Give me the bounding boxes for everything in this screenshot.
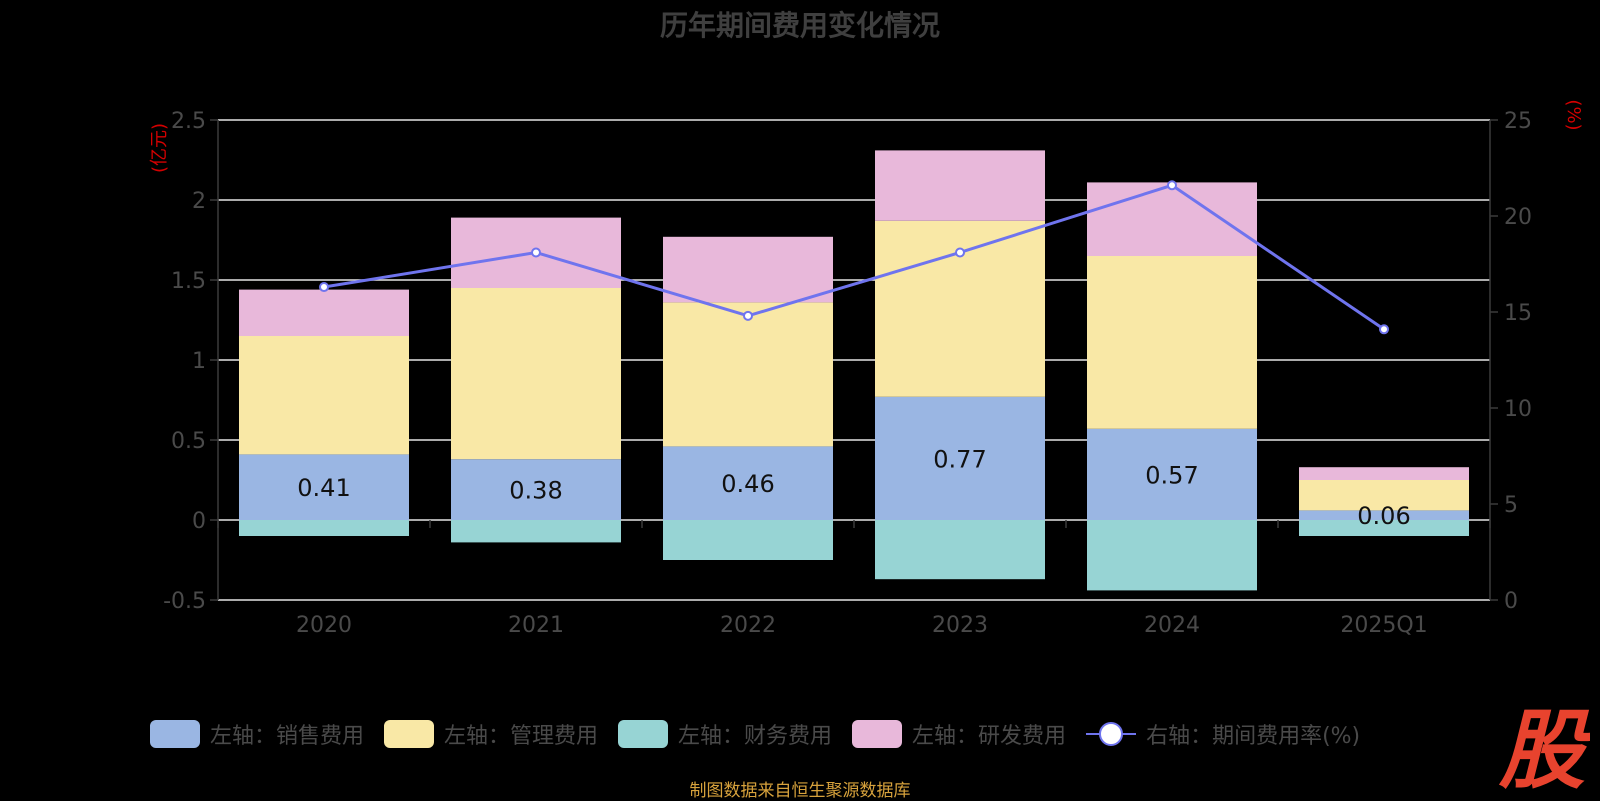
- legend-swatch-admin: [384, 720, 435, 748]
- bar-segment: [451, 288, 621, 460]
- expense-ratio-point: [955, 247, 965, 258]
- legend-swatch-finance: [618, 720, 669, 748]
- legend-item-admin[interactable]: 左轴：管理费用: [384, 718, 598, 750]
- brand-logo: 股: [1498, 701, 1590, 796]
- bar-segment: [875, 150, 1045, 221]
- category-label: 2022: [720, 613, 776, 638]
- bar-data-label: 0.38: [509, 477, 562, 505]
- expense-ratio-point: [531, 247, 541, 258]
- legend-label-expense-ratio: 右轴：期间费用率(%): [1146, 724, 1361, 749]
- bar-segment: [1087, 520, 1257, 591]
- category-label: 2023: [932, 613, 988, 638]
- legend-item-sales[interactable]: 左轴：销售费用: [150, 718, 364, 750]
- expense-ratio-point: [1167, 180, 1177, 191]
- legend-label-sales: 左轴：销售费用: [210, 724, 365, 749]
- right-axis-tick-label: 0: [1504, 589, 1518, 614]
- bar-segment: [1087, 428, 1257, 520]
- legend-item-finance[interactable]: 左轴：财务费用: [618, 718, 832, 750]
- bar-segment: [451, 520, 621, 543]
- bar-data-label: 0.77: [933, 445, 986, 473]
- left-axis-tick-label: 1.5: [171, 269, 206, 294]
- bar-segment: [239, 454, 409, 520]
- bar-data-label: 0.06: [1357, 502, 1410, 530]
- category-label: 2024: [1144, 613, 1200, 638]
- bar-segment: [1299, 480, 1469, 511]
- expense-ratio-point: [319, 282, 329, 293]
- category-label: 2021: [508, 613, 564, 638]
- legend-item-expense-ratio[interactable]: 右轴：期间费用率(%): [1086, 718, 1360, 750]
- right-axis-tick-label: 25: [1504, 109, 1532, 134]
- bar-segment: [1299, 520, 1469, 536]
- bar-data-label: 0.57: [1145, 461, 1198, 489]
- bar-segment: [1087, 182, 1257, 256]
- category-label: 2025Q1: [1340, 613, 1427, 638]
- bar-data-label: 0.46: [721, 470, 774, 498]
- bar-segment: [663, 520, 833, 560]
- legend-swatch-sales: [150, 720, 200, 748]
- right-axis-tick-label: 15: [1504, 301, 1532, 326]
- bar-segment: [663, 302, 833, 447]
- legend-label-finance: 左轴：财务费用: [678, 724, 833, 749]
- bar-segment: [875, 396, 1045, 520]
- expense-ratio-point: [1379, 324, 1389, 335]
- bar-segment: [875, 520, 1045, 580]
- legend-line-marker-icon: [1086, 720, 1137, 748]
- legend-item-rnd[interactable]: 左轴：研发费用: [852, 718, 1066, 750]
- bar-segment: [875, 220, 1045, 397]
- legend-swatch-rnd: [852, 720, 903, 748]
- left-axis-tick-label: 0: [192, 509, 206, 534]
- left-axis-tick-label: 0.5: [171, 429, 206, 454]
- right-axis-tick-label: 20: [1504, 205, 1532, 230]
- legend-label-admin: 左轴：管理费用: [444, 724, 599, 749]
- bar-segment: [1299, 510, 1469, 520]
- legend-label-rnd: 左轴：研发费用: [912, 724, 1067, 749]
- chart-title: 历年期间费用变化情况: [659, 9, 940, 42]
- category-label: 2020: [296, 613, 352, 638]
- brand-logo-glyph: 股: [1498, 701, 1590, 796]
- left-axis-tick-label: -0.5: [163, 589, 206, 614]
- right-axis-tick-label: 10: [1504, 397, 1532, 422]
- bar-data-label: 0.41: [297, 474, 350, 502]
- chart-legend: 左轴：销售费用 左轴：管理费用 左轴：财务费用 左轴：研发费用 右轴：期间费用率…: [150, 718, 1380, 750]
- expense-ratio-line: [323, 183, 1385, 331]
- bar-segment: [239, 520, 409, 536]
- left-axis-tick-label: 2.5: [171, 109, 206, 134]
- bar-segment: [663, 236, 833, 303]
- bar-segment: [663, 446, 833, 520]
- bar-segment: [451, 459, 621, 520]
- left-axis-tick-label: 1: [192, 349, 206, 374]
- left-axis-unit-label: (亿元): [149, 123, 170, 173]
- left-axis-tick-label: 2: [192, 189, 206, 214]
- bar-segment: [239, 336, 409, 455]
- bar-segment: [1087, 256, 1257, 429]
- bar-segment: [239, 289, 409, 336]
- right-axis-unit-label: (%): [1563, 99, 1584, 130]
- bar-segment: [1299, 467, 1469, 480]
- expense-ratio-point: [743, 310, 753, 321]
- data-source-note: 制图数据来自恒生聚源数据库: [689, 781, 911, 801]
- right-axis-tick-label: 5: [1504, 493, 1518, 518]
